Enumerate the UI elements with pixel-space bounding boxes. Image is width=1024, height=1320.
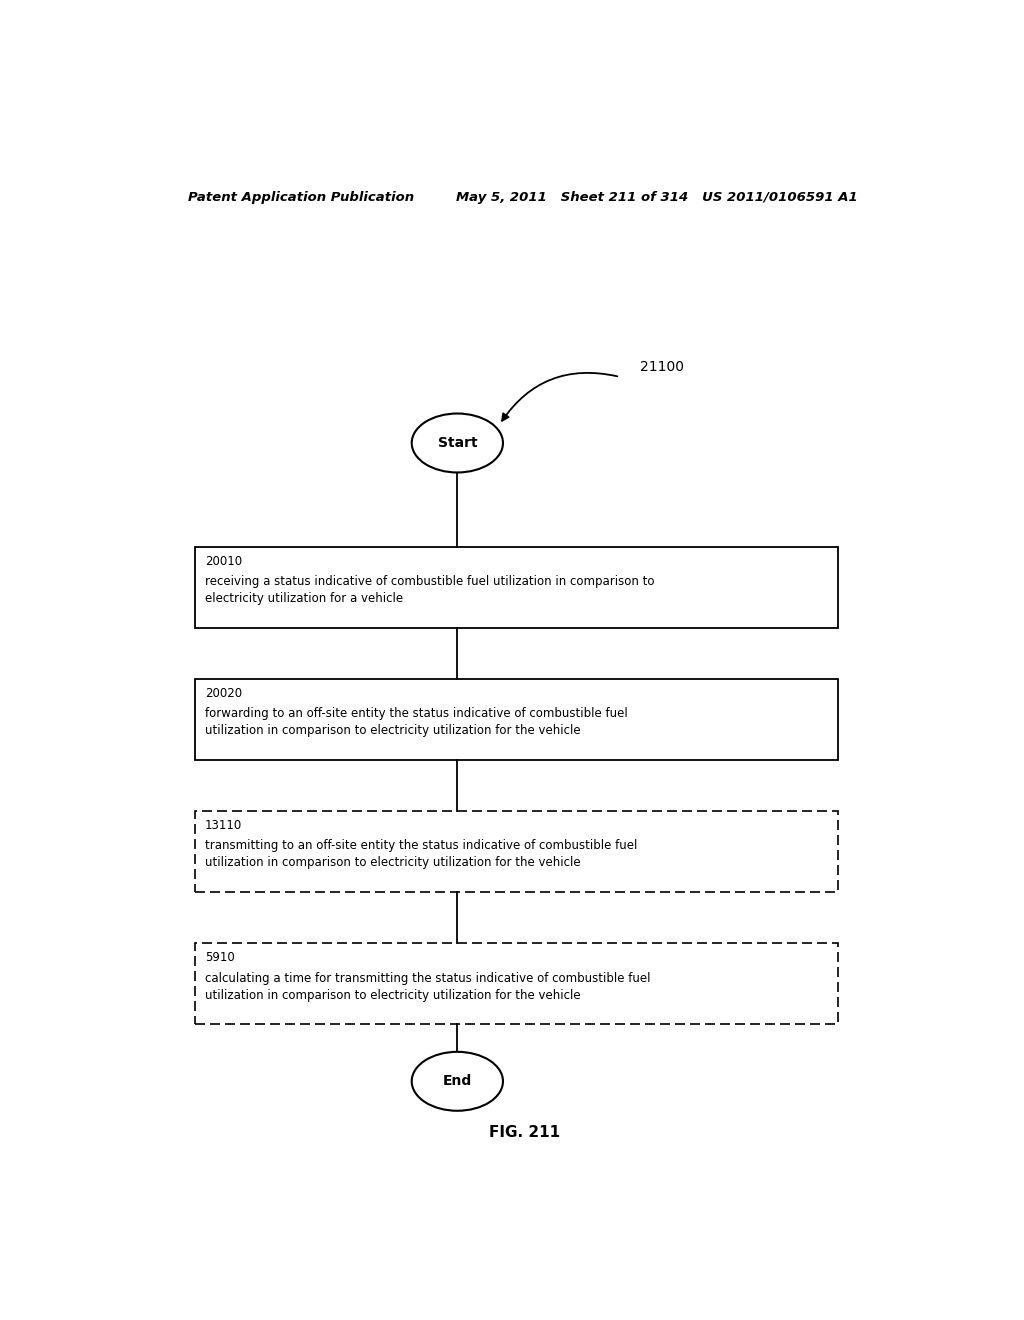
Text: End: End bbox=[442, 1074, 472, 1088]
Text: 13110: 13110 bbox=[205, 818, 243, 832]
Text: receiving a status indicative of combustible fuel utilization in comparison to
e: receiving a status indicative of combust… bbox=[205, 576, 654, 605]
Text: Patent Application Publication: Patent Application Publication bbox=[187, 190, 414, 203]
Ellipse shape bbox=[412, 1052, 503, 1110]
Text: FIG. 211: FIG. 211 bbox=[489, 1125, 560, 1139]
Bar bbox=[196, 678, 839, 760]
Bar bbox=[196, 810, 839, 892]
Text: Start: Start bbox=[437, 436, 477, 450]
Text: transmitting to an off-site entity the status indicative of combustible fuel
uti: transmitting to an off-site entity the s… bbox=[205, 840, 637, 870]
Text: 21100: 21100 bbox=[640, 360, 684, 374]
Bar bbox=[196, 546, 839, 628]
Text: 20010: 20010 bbox=[205, 554, 242, 568]
Text: May 5, 2011   Sheet 211 of 314   US 2011/0106591 A1: May 5, 2011 Sheet 211 of 314 US 2011/010… bbox=[457, 190, 858, 203]
Text: calculating a time for transmitting the status indicative of combustible fuel
ut: calculating a time for transmitting the … bbox=[205, 972, 650, 1002]
Text: 5910: 5910 bbox=[205, 952, 234, 964]
Text: forwarding to an off-site entity the status indicative of combustible fuel
utili: forwarding to an off-site entity the sta… bbox=[205, 708, 628, 738]
Ellipse shape bbox=[412, 413, 503, 473]
Bar bbox=[196, 942, 839, 1024]
Text: 20020: 20020 bbox=[205, 686, 242, 700]
